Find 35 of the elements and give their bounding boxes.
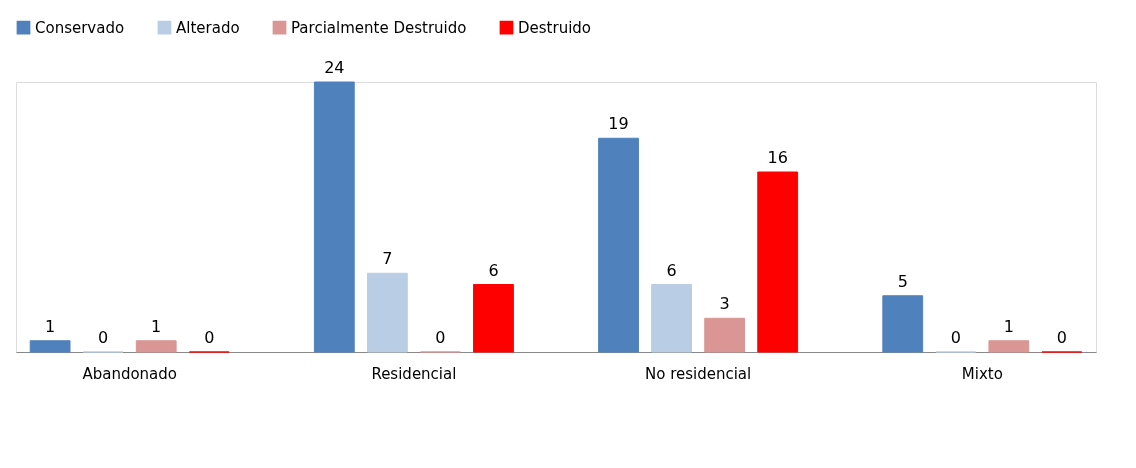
bar: [988, 340, 1030, 353]
data-label: 19: [608, 114, 629, 134]
bar: [29, 340, 71, 353]
data-label: 3: [719, 294, 730, 314]
x-tick-label: Mixto: [961, 364, 1003, 383]
bar: [135, 340, 177, 353]
bar: [598, 137, 639, 353]
bar: [757, 171, 799, 353]
data-label: 0: [204, 328, 215, 347]
data-label: 1: [151, 316, 162, 336]
legend-label: Parcialmente Destruido: [291, 18, 467, 37]
bar: [651, 284, 692, 353]
bar: [473, 284, 514, 353]
data-label: 6: [666, 260, 677, 280]
data-label: 7: [382, 249, 393, 269]
legend-label: Destruido: [518, 18, 592, 37]
legend-label: Conservado: [35, 18, 125, 37]
data-label: 0: [98, 328, 109, 347]
legend-label: Alterado: [176, 18, 240, 37]
data-label: 0: [435, 328, 446, 347]
data-label: 0: [1056, 328, 1067, 347]
data-label: 0: [950, 328, 961, 347]
data-label: 24: [324, 58, 345, 77]
x-tick-label: Abandonado: [82, 364, 177, 383]
data-label: 1: [45, 316, 56, 336]
bar: [704, 317, 746, 353]
x-tick-label: No residencial: [644, 364, 752, 383]
bar: [882, 295, 924, 353]
bar: [366, 272, 408, 353]
x-tick-label: Residencial: [371, 364, 457, 383]
data-label: 16: [767, 148, 788, 167]
data-label: 5: [897, 271, 908, 291]
data-label: 6: [488, 260, 499, 280]
bar: [313, 81, 355, 353]
data-label: 1: [1003, 316, 1014, 336]
